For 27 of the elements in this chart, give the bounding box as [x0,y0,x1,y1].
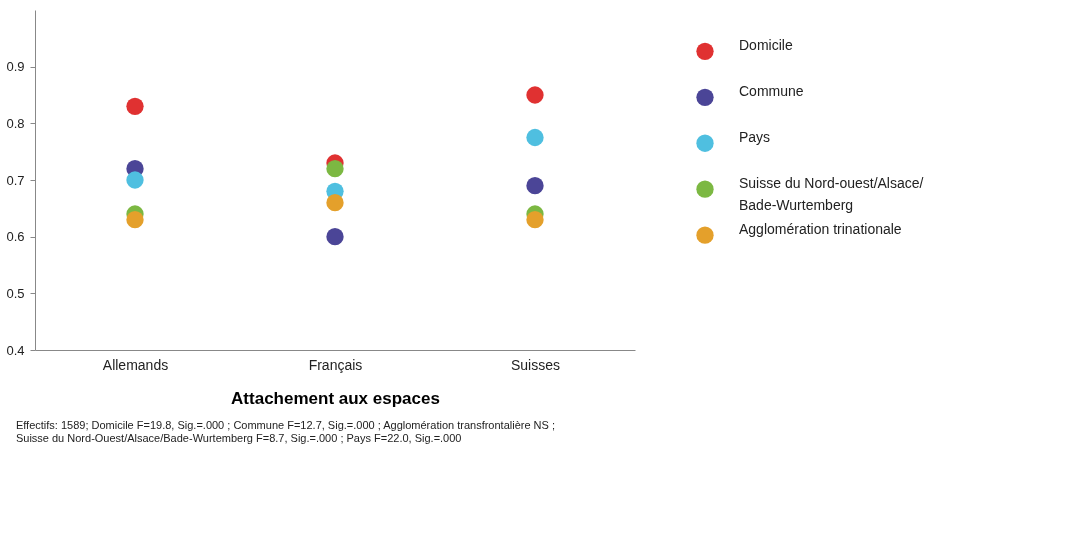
text: Suisse du Nord-Ouest/Alsace/Bade-Wurtemberg F=8.7, Sig.=.000 ; Pays F=22.0, Sig.=.000 [15,432,462,444]
y-tick-label: 0.6 [6,229,25,245]
point [126,211,144,229]
x-tick-label: Français [308,356,363,373]
legend-label: Pays [739,129,771,146]
y-tick-label: 0.7 [6,172,25,188]
x-tick-label: Allemands [102,356,169,373]
y-tick-label: 0.5 [6,285,25,301]
x-tick-label: Suisses [510,356,561,373]
point [526,128,544,147]
x-axis-title: Attachement aux espaces [231,388,440,408]
point [526,211,544,229]
legend-label: Commune [739,83,804,100]
legend-label: Suisse du Nord-ouest/Alsace/Bade-Wurtemberg [739,175,924,214]
y-tick-label: 0.4 [6,342,25,358]
y-tick-label: 0.8 [6,115,25,131]
legend-label: Domicile [739,37,793,54]
point [326,194,344,212]
legend-label: Agglomération trinationale [739,221,902,238]
point [126,97,144,115]
point [326,160,344,178]
text: Effectifs: 1589; Domicile F=19.8, Sig.=.000 ; Commune F=12.7, Sig.=.000 ; Agglomération transfrontalière NS ; [15,419,556,431]
point [526,86,544,104]
y-tick-label: 0.9 [6,59,25,75]
point [126,171,144,189]
point [326,228,344,246]
point [526,177,544,195]
